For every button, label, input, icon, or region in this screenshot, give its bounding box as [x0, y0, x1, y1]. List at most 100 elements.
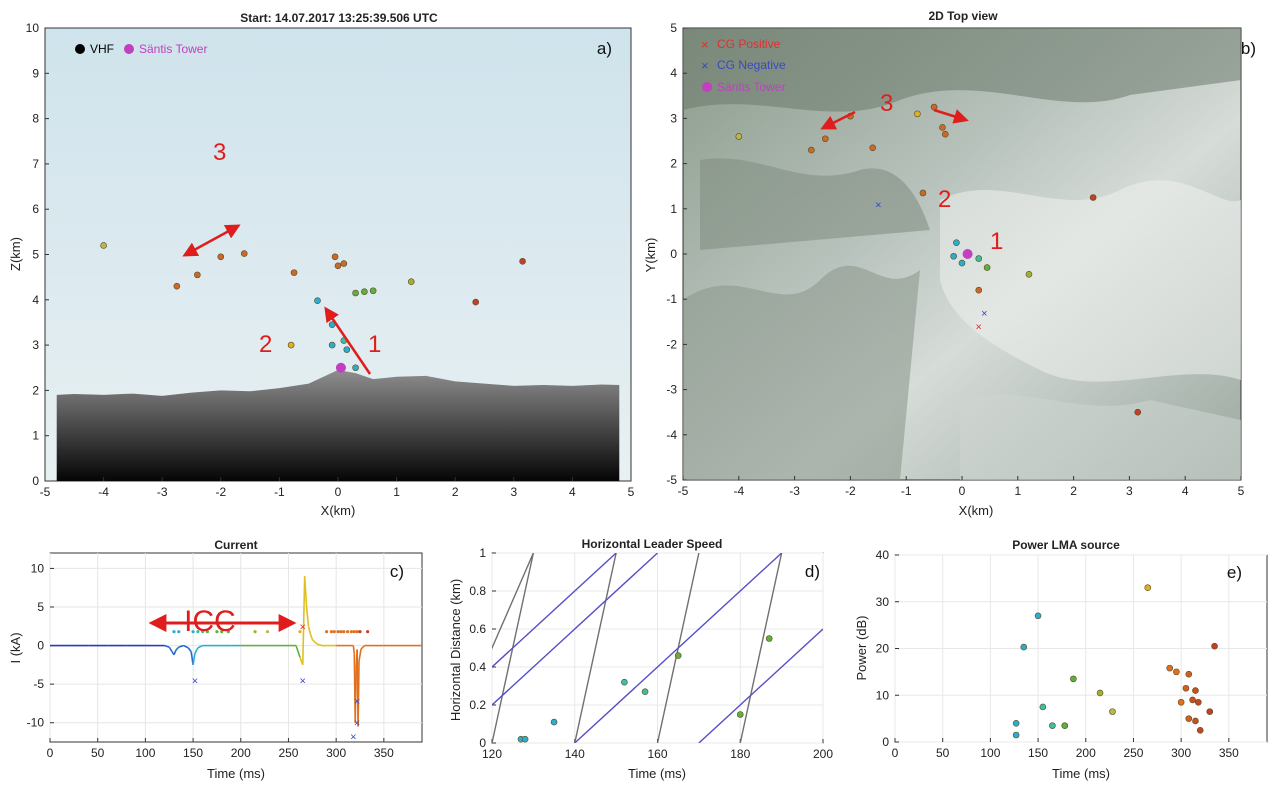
- x-tick-label: 300: [1171, 746, 1191, 760]
- chart-b-title: 2D Top view: [928, 9, 998, 23]
- chart-a-x-ticks: -5 -4 -3 -2 -1 0 1 2 3 4 5: [40, 477, 635, 499]
- x-tick-label: 350: [374, 746, 394, 760]
- y-tick-label: 0: [882, 735, 889, 749]
- vhf-source-point: [314, 297, 321, 305]
- x-tick-label: 150: [1028, 746, 1048, 760]
- lma-power-point: [1166, 664, 1174, 672]
- leader-point: [550, 718, 558, 726]
- x-tick-label: 180: [730, 747, 750, 761]
- x-tick-label: 0: [335, 485, 342, 499]
- chart-c-title: Current: [214, 538, 257, 552]
- vhf-source-point: [975, 255, 983, 262]
- vhf-source-point: [173, 282, 181, 290]
- lma-power-point: [1020, 643, 1028, 651]
- panel-b: 2D Top view -5 -4 -3 -2 -1 0 1 2 3 4 5 -5 -4 -3 -2 -1 0…: [643, 9, 1256, 518]
- current-trace-segment: [354, 668, 357, 723]
- vhf-source-point: [100, 242, 107, 249]
- x-tick-label: -1: [901, 484, 912, 498]
- y-tick-label: -2: [666, 337, 677, 351]
- panel-d: Horizontal Leader Speed 120 140 160 180 200 …: [448, 537, 833, 781]
- x-tick-label: -4: [98, 485, 109, 499]
- current-trace-segment: [301, 576, 306, 665]
- current-trace-segment: [362, 644, 366, 648]
- leader-point: [765, 635, 773, 642]
- lma-power-point: [1177, 698, 1185, 706]
- legend-a-vhf-label: VHF: [90, 42, 114, 56]
- vhf-time-marker: [172, 630, 176, 634]
- lma-power-point: [1039, 703, 1047, 711]
- chart-d-x-label: Time (ms): [628, 766, 686, 781]
- chart-a-title: Start: 14.07.2017 13:25:39.506 UTC: [240, 11, 438, 25]
- speed-guide-line: [574, 553, 617, 743]
- x-tick-label: 350: [1219, 746, 1239, 760]
- chart-a-annotation-3: 3: [213, 139, 226, 166]
- y-tick-label: -3: [666, 383, 677, 397]
- chart-b-tower-marker: [962, 249, 973, 259]
- speed-guide-line: [698, 628, 823, 743]
- chart-e-x-ticks: 0 50 100 150 200 250 300 350: [892, 738, 1239, 760]
- y-tick-label: 5: [32, 248, 39, 262]
- vhf-source-point: [519, 257, 526, 265]
- vhf-source-point: [407, 278, 415, 285]
- chart-a-annotation-2: 2: [259, 331, 272, 358]
- vhf-time-marker: [336, 630, 340, 634]
- vhf-source-point: [808, 146, 815, 154]
- chart-a-y-label: Z(km): [8, 237, 23, 271]
- x-tick-label: 1: [1014, 484, 1021, 498]
- chart-b-map-texture: [683, 28, 1241, 480]
- vhf-source-point: [1134, 408, 1142, 416]
- x-tick-label: 250: [1123, 746, 1143, 760]
- vhf-time-marker: [349, 630, 354, 634]
- chart-b-panel-label: b): [1241, 39, 1256, 58]
- legend-a-vhf-marker: [75, 44, 85, 54]
- current-trace-segment: [352, 645, 356, 654]
- vhf-source-point: [194, 271, 201, 279]
- chart-a-legend: VHF Säntis Tower: [75, 42, 207, 56]
- vhf-source-point: [331, 253, 339, 261]
- x-tick-label: 50: [936, 746, 950, 760]
- lma-power-point: [1049, 722, 1056, 729]
- leader-point: [641, 688, 649, 696]
- vhf-source-point: [869, 144, 877, 152]
- y-tick-label: 0.4: [469, 660, 486, 674]
- vhf-source-point: [217, 253, 225, 261]
- chart-b-x-label: X(km): [959, 503, 994, 518]
- lma-power-point: [1012, 719, 1020, 727]
- y-tick-label: 10: [876, 688, 890, 702]
- vhf-source-point: [343, 346, 351, 353]
- x-tick-label: 100: [135, 746, 155, 760]
- legend-b-cgneg-marker: ×: [701, 58, 709, 73]
- chart-c-markers: × × × × × ×: [172, 621, 370, 744]
- x-tick-label: 140: [565, 747, 585, 761]
- x-tick-label: -2: [845, 484, 856, 498]
- x-tick-label: 160: [647, 747, 667, 761]
- y-tick-label: 1: [479, 546, 486, 560]
- vhf-source-point: [352, 289, 359, 297]
- vhf-source-point: [361, 288, 368, 295]
- chart-a-annotation-1: 1: [368, 331, 381, 358]
- current-trace-segment: [314, 641, 318, 645]
- vhf-source-point: [735, 133, 743, 140]
- y-tick-label: 0: [37, 639, 44, 653]
- panel-e: Power LMA source 0 50 100 150 200 250 300 350 0…: [854, 538, 1268, 781]
- vhf-source-point: [941, 130, 949, 138]
- x-tick-label: -3: [157, 485, 168, 499]
- lma-power-point: [1185, 670, 1193, 678]
- chart-c-x-label: Time (ms): [207, 766, 265, 781]
- chart-e-points: [1012, 584, 1218, 739]
- y-tick-label: 20: [876, 642, 890, 656]
- current-trace-segment: [360, 646, 364, 650]
- vhf-source-point: [821, 135, 829, 143]
- vhf-source-point: [953, 239, 960, 246]
- vhf-time-marker: [298, 630, 302, 634]
- vhf-time-marker: [358, 630, 362, 634]
- y-tick-label: 9: [32, 66, 39, 80]
- chart-b-legend: × CG Positive × CG Negative Säntis Tower: [701, 37, 786, 94]
- y-tick-label: -1: [666, 292, 677, 306]
- panel-c: Current 0 50 100 150 200 250 300 350 -10-50510 …: [8, 538, 423, 781]
- lma-power-point: [1173, 668, 1180, 676]
- cg-marker: ×: [300, 675, 306, 687]
- lma-power-point: [1196, 727, 1204, 734]
- chart-e-x-label: Time (ms): [1052, 766, 1110, 781]
- vhf-source-point: [290, 269, 298, 276]
